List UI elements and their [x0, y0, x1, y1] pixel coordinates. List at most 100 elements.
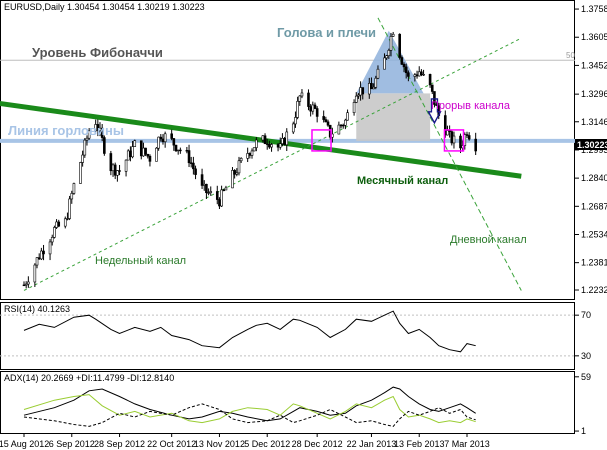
candle-body	[48, 241, 52, 255]
candle-body	[81, 154, 84, 163]
candle-body	[448, 130, 451, 132]
candle-body	[326, 121, 330, 126]
candle	[452, 131, 456, 149]
candle-body	[215, 191, 219, 200]
current-price-label: 1.30223	[577, 140, 607, 150]
candle	[116, 170, 119, 182]
candle	[222, 188, 226, 192]
candle-body	[142, 147, 145, 157]
candle-body	[220, 189, 223, 207]
candle-body	[261, 135, 265, 141]
candle	[131, 140, 134, 159]
candle	[383, 53, 386, 70]
candle-body	[370, 83, 373, 90]
time-tick-label: 15 Aug 2012	[0, 439, 49, 449]
candle	[194, 165, 197, 180]
candle	[155, 147, 158, 162]
candle	[148, 154, 152, 167]
candle	[389, 32, 393, 57]
candle	[246, 147, 249, 163]
candle	[192, 156, 195, 175]
time-axis: 15 Aug 2012 6 Sep 2012 28 Sep 2012 22 Oct 2…	[0, 433, 490, 449]
daily-channel-label: Дневной канал	[450, 234, 527, 246]
candle-body	[207, 192, 210, 194]
weekly-channel-line	[23, 37, 522, 291]
candle-body	[222, 189, 226, 192]
symbol-header: EURUSD,Daily 1.30454 1.30454 1.30219 1.3…	[4, 2, 205, 12]
candle-body	[248, 153, 252, 156]
candle-body	[359, 87, 362, 96]
candle	[372, 83, 375, 90]
indicator-tick-label: 1	[581, 426, 586, 436]
candle	[209, 186, 213, 196]
candle-body	[459, 135, 462, 149]
pattern-shapes-layer	[356, 30, 431, 141]
candle-body	[372, 86, 375, 90]
candle-body	[367, 83, 371, 95]
candle-body	[235, 172, 239, 175]
breakout-label: Прорыв канала	[431, 100, 511, 112]
time-tick-label: 22 Jan 2013	[347, 439, 397, 449]
candle-body	[187, 150, 191, 164]
candle	[233, 169, 236, 179]
candle	[270, 143, 273, 152]
candle-body	[239, 158, 243, 162]
candle	[235, 168, 239, 177]
candle-body	[27, 281, 30, 285]
adx-header: ADX(14) 20.2669 +DI:11.4799 -DI:12.8140	[4, 373, 174, 383]
candle-body	[474, 138, 477, 152]
candle	[231, 167, 234, 189]
candle	[404, 63, 408, 79]
candle-body	[452, 135, 456, 144]
candle	[315, 106, 319, 123]
candle-body	[400, 57, 404, 65]
price-tick-label: 1.34520	[581, 60, 607, 70]
candle	[72, 182, 76, 195]
candle	[42, 244, 45, 261]
candle	[24, 281, 28, 289]
candle	[87, 128, 91, 140]
candle-body	[324, 119, 328, 123]
candle-body	[192, 162, 195, 170]
candle	[96, 119, 100, 137]
candle	[263, 133, 267, 145]
monthly-channel-label: Месячный канал	[357, 175, 448, 187]
fib-tag: 50	[566, 51, 575, 60]
candle	[374, 75, 378, 90]
adx-layer	[23, 386, 476, 427]
candle-body	[357, 94, 360, 97]
candle-body	[126, 150, 130, 161]
candle-body	[294, 117, 297, 125]
adx-axis: 59 1	[575, 372, 591, 436]
candle	[239, 157, 243, 163]
candle-body	[428, 74, 432, 86]
candle-body	[100, 127, 104, 138]
candle-body	[155, 147, 158, 162]
candle	[33, 263, 37, 287]
candle	[40, 247, 43, 261]
candle-body	[189, 162, 193, 164]
candle-body	[163, 133, 167, 143]
candle-body	[40, 250, 43, 260]
candle	[172, 137, 176, 151]
adx-panel	[0, 371, 575, 434]
candle-body	[430, 84, 434, 92]
candle-body	[24, 283, 28, 286]
candle-body	[420, 71, 423, 75]
candle	[83, 138, 87, 158]
candle	[35, 257, 39, 269]
price-tick-label: 1.23810	[581, 258, 607, 268]
candle-body	[159, 136, 163, 140]
candle	[113, 162, 117, 180]
candle	[326, 119, 330, 127]
candle-body	[415, 74, 419, 77]
candle	[407, 70, 410, 82]
candle	[68, 195, 71, 221]
candle	[385, 54, 388, 61]
candle-body	[194, 168, 197, 175]
candle-body	[450, 131, 454, 144]
time-tick-label: 28 Sep 2012	[94, 439, 145, 449]
candle-body	[339, 124, 343, 127]
candle-body	[407, 72, 410, 77]
